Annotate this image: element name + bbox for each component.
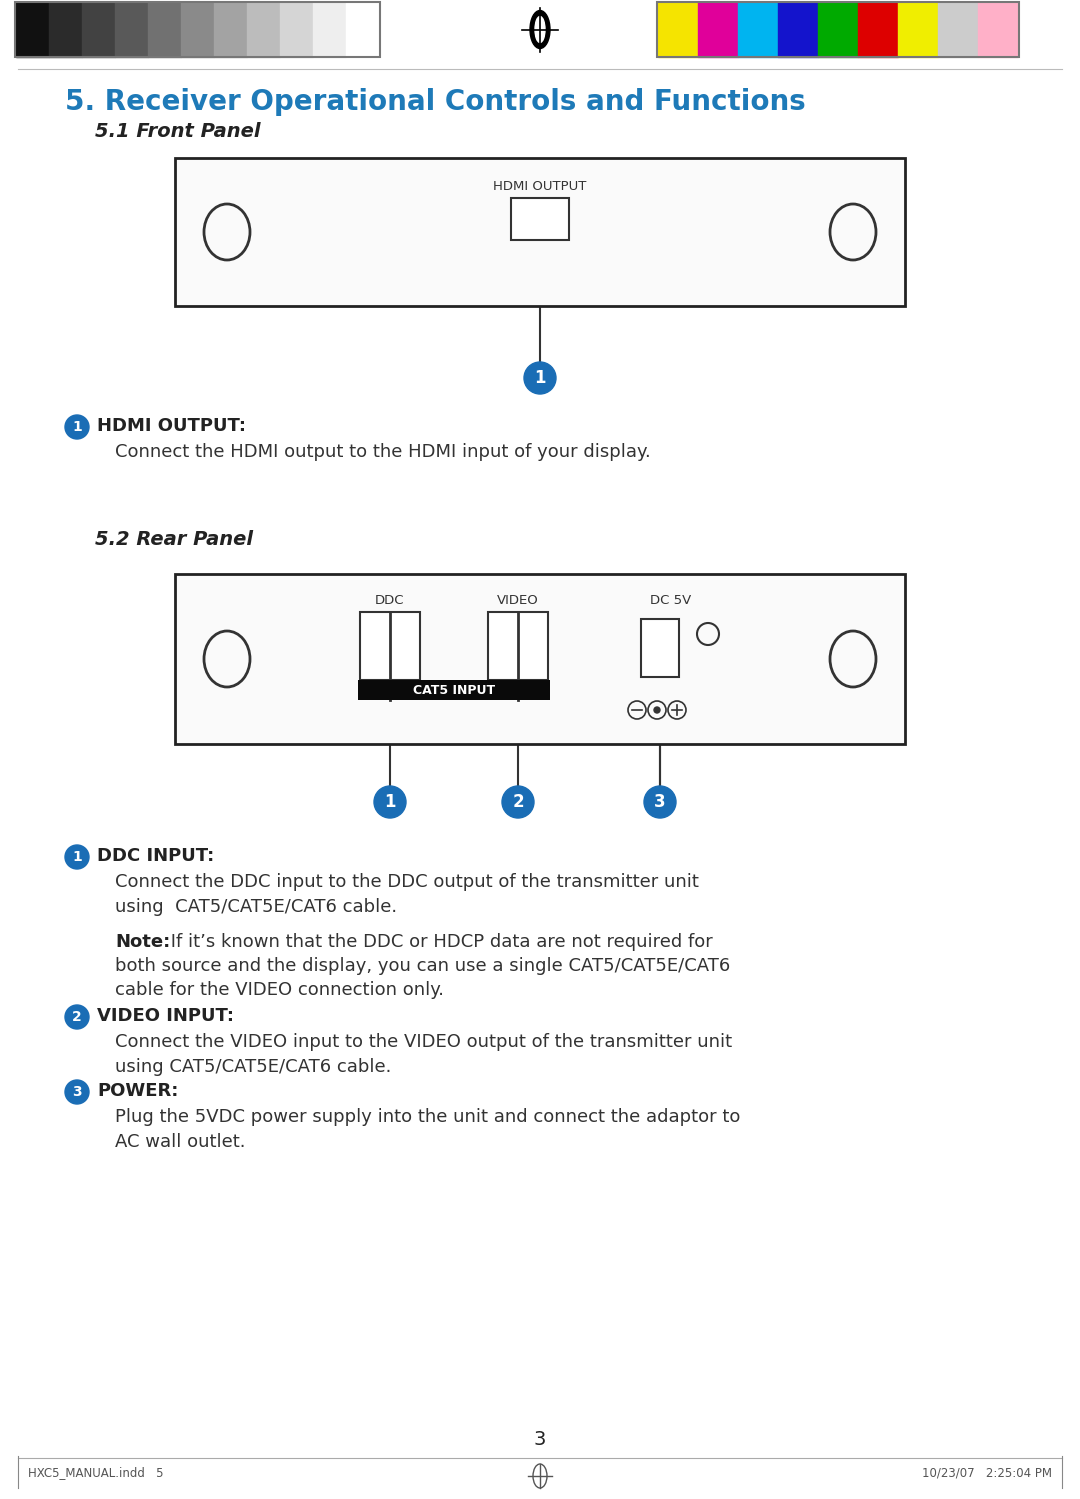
- Text: AC wall outlet.: AC wall outlet.: [114, 1133, 245, 1151]
- Bar: [114, 1, 148, 57]
- Bar: [346, 1, 379, 57]
- Bar: [16, 1, 49, 57]
- Bar: [148, 1, 181, 57]
- Bar: [642, 619, 679, 678]
- Text: VIDEO: VIDEO: [497, 594, 539, 607]
- Ellipse shape: [530, 10, 550, 48]
- Text: using  CAT5/CAT5E/CAT6 cable.: using CAT5/CAT5E/CAT6 cable.: [114, 898, 397, 916]
- Circle shape: [65, 845, 89, 869]
- Text: 1: 1: [535, 369, 545, 387]
- Bar: [280, 1, 313, 57]
- Text: HDMI OUTPUT:: HDMI OUTPUT:: [97, 417, 246, 435]
- Text: 3: 3: [654, 793, 665, 811]
- Bar: [214, 1, 247, 57]
- Circle shape: [502, 785, 534, 818]
- Text: Connect the HDMI output to the HDMI input of your display.: Connect the HDMI output to the HDMI inpu…: [114, 444, 651, 462]
- Bar: [181, 1, 214, 57]
- Text: CAT5 INPUT: CAT5 INPUT: [413, 684, 495, 697]
- Bar: [360, 612, 420, 681]
- Bar: [858, 1, 897, 57]
- Text: POWER:: POWER:: [97, 1082, 178, 1100]
- Text: 1: 1: [72, 420, 82, 435]
- Bar: [313, 1, 346, 57]
- Text: VIDEO INPUT:: VIDEO INPUT:: [97, 1007, 234, 1025]
- Bar: [175, 574, 905, 744]
- Bar: [738, 1, 778, 57]
- Text: 10/23/07   2:25:04 PM: 10/23/07 2:25:04 PM: [922, 1466, 1052, 1480]
- Text: both source and the display, you can use a single CAT5/CAT5E/CAT6: both source and the display, you can use…: [114, 956, 730, 974]
- Text: HXC5_MANUAL.indd   5: HXC5_MANUAL.indd 5: [28, 1466, 163, 1480]
- Text: 2: 2: [72, 1010, 82, 1024]
- Bar: [658, 1, 698, 57]
- Bar: [818, 1, 858, 57]
- Bar: [897, 1, 939, 57]
- Bar: [978, 1, 1018, 57]
- Text: DDC: DDC: [375, 594, 405, 607]
- Circle shape: [65, 1079, 89, 1103]
- Circle shape: [65, 415, 89, 439]
- Text: If it’s known that the DDC or HDCP data are not required for: If it’s known that the DDC or HDCP data …: [165, 932, 713, 950]
- Text: Note:: Note:: [114, 932, 171, 950]
- Text: 1: 1: [72, 850, 82, 863]
- Text: Plug the 5VDC power supply into the unit and connect the adaptor to: Plug the 5VDC power supply into the unit…: [114, 1108, 741, 1126]
- Bar: [939, 1, 978, 57]
- Text: 5. Receiver Operational Controls and Functions: 5. Receiver Operational Controls and Fun…: [65, 88, 806, 115]
- Bar: [657, 1, 1020, 57]
- Text: DC 5V: DC 5V: [650, 594, 691, 607]
- Text: Connect the DDC input to the DDC output of the transmitter unit: Connect the DDC input to the DDC output …: [114, 872, 699, 890]
- Text: 5.1 Front Panel: 5.1 Front Panel: [95, 121, 260, 141]
- Bar: [49, 1, 82, 57]
- Bar: [488, 612, 548, 681]
- Text: 5.2 Rear Panel: 5.2 Rear Panel: [95, 531, 253, 549]
- Bar: [82, 1, 114, 57]
- Circle shape: [524, 361, 556, 394]
- Circle shape: [65, 1004, 89, 1028]
- Text: DDC INPUT:: DDC INPUT:: [97, 847, 214, 865]
- Text: 3: 3: [72, 1085, 82, 1099]
- Text: 1: 1: [384, 793, 395, 811]
- Bar: [175, 157, 905, 306]
- Text: 3: 3: [534, 1430, 546, 1450]
- Text: 2: 2: [512, 793, 524, 811]
- Circle shape: [644, 785, 676, 818]
- Text: using CAT5/CAT5E/CAT6 cable.: using CAT5/CAT5E/CAT6 cable.: [114, 1058, 391, 1076]
- Bar: [511, 198, 569, 240]
- Bar: [778, 1, 818, 57]
- Text: HDMI OUTPUT: HDMI OUTPUT: [494, 180, 586, 193]
- Text: Connect the VIDEO input to the VIDEO output of the transmitter unit: Connect the VIDEO input to the VIDEO out…: [114, 1033, 732, 1051]
- Bar: [15, 1, 380, 57]
- Text: cable for the VIDEO connection only.: cable for the VIDEO connection only.: [114, 980, 444, 998]
- Ellipse shape: [535, 16, 545, 42]
- Bar: [357, 681, 550, 700]
- Bar: [698, 1, 738, 57]
- Circle shape: [654, 708, 660, 714]
- Bar: [247, 1, 280, 57]
- Circle shape: [374, 785, 406, 818]
